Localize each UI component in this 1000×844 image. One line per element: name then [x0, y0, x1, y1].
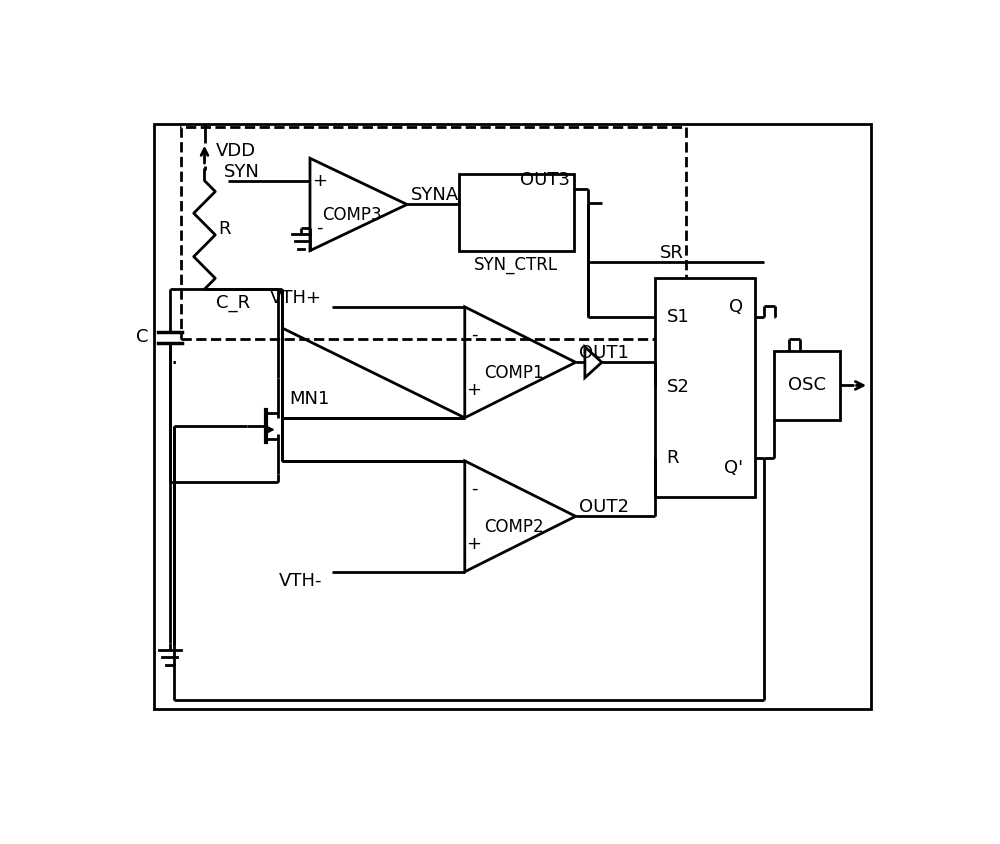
Text: OUT1: OUT1	[579, 344, 629, 362]
Bar	[774, 351, 840, 420]
Bar	[655, 278, 755, 497]
Text: Q': Q'	[724, 458, 744, 477]
Text: MN1: MN1	[289, 390, 330, 408]
Text: S1: S1	[666, 308, 689, 326]
Text: OUT3: OUT3	[520, 170, 570, 189]
Text: C_R: C_R	[216, 294, 250, 312]
Text: SYN_CTRL: SYN_CTRL	[474, 256, 558, 273]
Text: COMP1: COMP1	[484, 364, 544, 382]
Text: SYN: SYN	[224, 163, 260, 181]
Text: OSC: OSC	[788, 376, 826, 394]
Text: VTH-: VTH-	[279, 572, 322, 590]
Text: .: .	[170, 345, 177, 369]
Text: R: R	[218, 220, 231, 239]
Text: Q: Q	[729, 298, 744, 316]
Text: COMP2: COMP2	[484, 518, 544, 536]
Text: SR: SR	[660, 244, 683, 262]
Text: R: R	[666, 448, 679, 467]
Text: +: +	[466, 381, 482, 399]
Text: S2: S2	[666, 378, 689, 397]
Text: VDD: VDD	[216, 142, 256, 160]
Text: -: -	[471, 326, 477, 344]
Text: +: +	[466, 535, 482, 553]
Text: VTH+: VTH+	[270, 289, 322, 306]
Text: C: C	[136, 328, 148, 346]
Text: OUT2: OUT2	[579, 498, 629, 516]
Text: +: +	[312, 172, 327, 191]
Text: SYNA: SYNA	[411, 187, 459, 204]
Text: COMP3: COMP3	[323, 206, 382, 225]
Bar	[181, 127, 686, 339]
Text: -: -	[316, 219, 322, 236]
Text: -: -	[471, 479, 477, 498]
Bar	[459, 174, 574, 251]
